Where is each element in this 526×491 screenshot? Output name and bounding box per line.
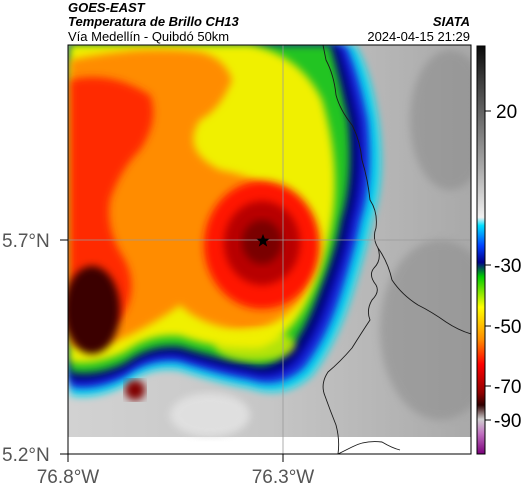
region-subtitle: Vía Medellín - Quibdó 50km [68,29,230,44]
department-border [377,247,471,335]
colorbar-tick-20: 20 [496,102,517,123]
colorbar-tick-minus50: -50 [494,317,521,338]
lon-label-76.3: 76.3°W [252,467,315,488]
plot-frame [67,44,472,455]
lat-label-5.7: 5.7°N [2,231,50,252]
source-label: SIATA [432,14,470,29]
lighter-ground-patch [170,393,250,437]
cold-cell-south [125,380,145,400]
cold-cloud-west [68,266,120,354]
lon-label-76.8: 76.8°W [37,467,100,488]
border-line-south [337,441,401,454]
star-marker [256,234,270,247]
colorbar-tick-minus70: -70 [494,377,521,398]
darker-ground-patch [380,240,471,420]
cloud-yellow-south [215,329,295,361]
satellite-title: GOES-EAST [68,0,145,15]
datetime-label: 2024-04-15 21:29 [367,29,470,44]
colorbar [476,45,486,455]
darker-ground-patch-north [410,50,471,190]
border-line [322,45,380,454]
lat-label-5.2: 5.2°N [2,445,50,466]
product-title: Temperatura de Brillo CH13 [68,14,239,29]
colorbar-tick-minus90: -90 [494,411,521,432]
colorbar-tick-minus30: -30 [494,256,521,277]
